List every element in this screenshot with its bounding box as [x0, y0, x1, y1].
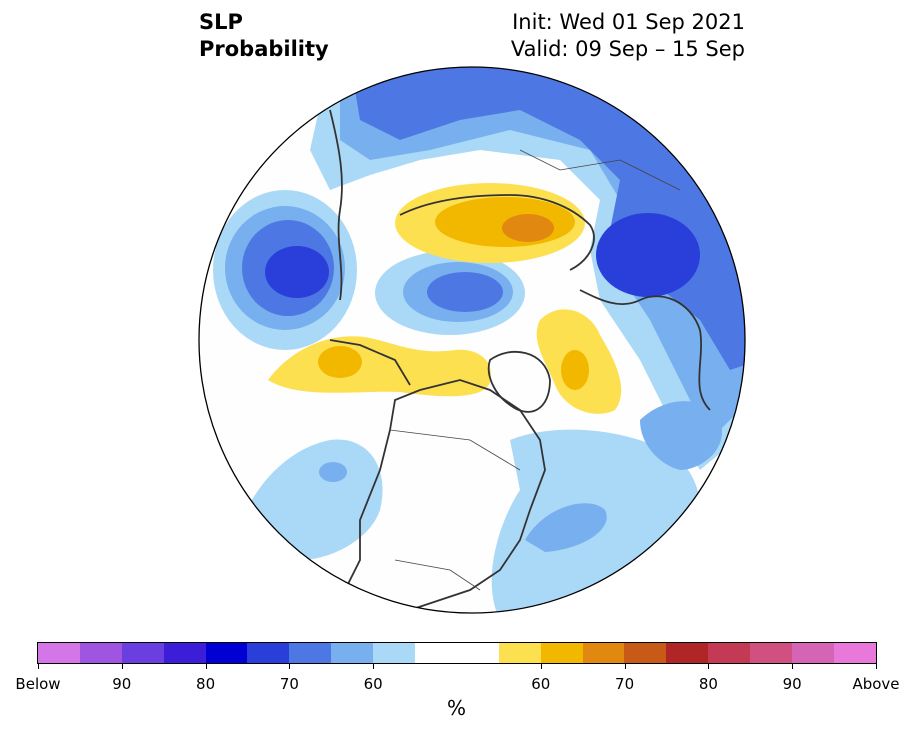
map-title: SLP Probability	[199, 9, 329, 63]
coast-siberia	[399, 194, 595, 271]
coast-europe	[579, 289, 711, 411]
colorbar-tick-label: 70	[279, 675, 299, 693]
border-us-canada	[389, 429, 521, 471]
colorbar-tick	[540, 664, 542, 669]
colorbar-unit: %	[447, 696, 467, 720]
title-variable: SLP	[199, 10, 243, 34]
border-eurasia	[519, 149, 681, 191]
colorbar-segment	[750, 643, 793, 663]
colorbar-segment	[582, 643, 625, 663]
colorbar-tick	[38, 664, 39, 669]
blue-spot-npacific	[319, 462, 347, 482]
colorbar-segment	[708, 643, 751, 663]
probability-field	[199, 67, 745, 613]
coast-greenland	[487, 351, 551, 413]
colorbar-segment	[624, 643, 667, 663]
map-dates: Init: Wed 01 Sep 2021 Valid: 09 Sep – 15…	[511, 9, 745, 63]
gold-core-atlantic	[561, 350, 589, 390]
colorbar-tick	[121, 664, 123, 669]
gold-core-alaska	[318, 346, 362, 378]
colorbar-tick-label: 90	[112, 675, 132, 693]
colorbar-segment	[666, 643, 709, 663]
borders	[389, 149, 681, 591]
colorbar-segment	[456, 643, 499, 663]
blue-region-greenland-east	[640, 401, 722, 470]
colorbar-tick-label: 80	[698, 675, 718, 693]
colorbar-segment	[792, 643, 834, 663]
colorbar-tick	[876, 664, 877, 669]
colorbar-tick	[205, 664, 207, 669]
coast-alaska	[329, 339, 411, 386]
init-date: Init: Wed 01 Sep 2021	[512, 10, 745, 34]
colorbar-segment	[498, 643, 541, 663]
colorbar-segment	[289, 643, 332, 663]
orange-core-siberia	[502, 214, 554, 242]
blue-spot-natlantic	[525, 503, 607, 552]
colorbar-tick	[373, 664, 375, 669]
globe-outline	[198, 66, 746, 614]
polar-map	[198, 66, 746, 614]
colorbar-segment	[38, 643, 80, 663]
colorbar-tick-label: 80	[196, 675, 216, 693]
colorbar-tick	[792, 664, 794, 669]
border-us-mexico	[394, 559, 481, 591]
colorbar-tick-label: Above	[852, 675, 900, 693]
colorbar-segment	[540, 643, 583, 663]
blue-core-siberia	[596, 213, 700, 297]
colorbar-tick-label: 70	[615, 675, 635, 693]
colorbar-tick	[624, 664, 626, 669]
colorbar-tick-label: Below	[15, 675, 61, 693]
colorbar	[37, 642, 877, 664]
colorbar-segment	[373, 643, 416, 663]
colorbar-segment	[331, 643, 374, 663]
colorbar-segment	[205, 643, 248, 663]
colorbar-segment	[79, 643, 122, 663]
colorbar-segment	[121, 643, 164, 663]
title-product: Probability	[199, 37, 329, 61]
colorbar-segment	[163, 643, 206, 663]
colorbar-tick	[289, 664, 291, 669]
blue-core-pacific	[265, 246, 329, 298]
colorbar-tick-label: 90	[782, 675, 802, 693]
colorbar-segment	[833, 643, 876, 663]
blue-region-arctic-dark	[427, 272, 503, 312]
colorbar-tick	[708, 664, 710, 669]
colorbar-tick-label: 60	[363, 675, 383, 693]
coastlines	[329, 109, 711, 611]
valid-range: Valid: 09 Sep – 15 Sep	[510, 37, 745, 61]
coast-east-asia	[329, 109, 343, 301]
colorbar-segment	[415, 643, 457, 663]
colorbar-tick-label: 60	[531, 675, 551, 693]
colorbar-segment	[247, 643, 290, 663]
